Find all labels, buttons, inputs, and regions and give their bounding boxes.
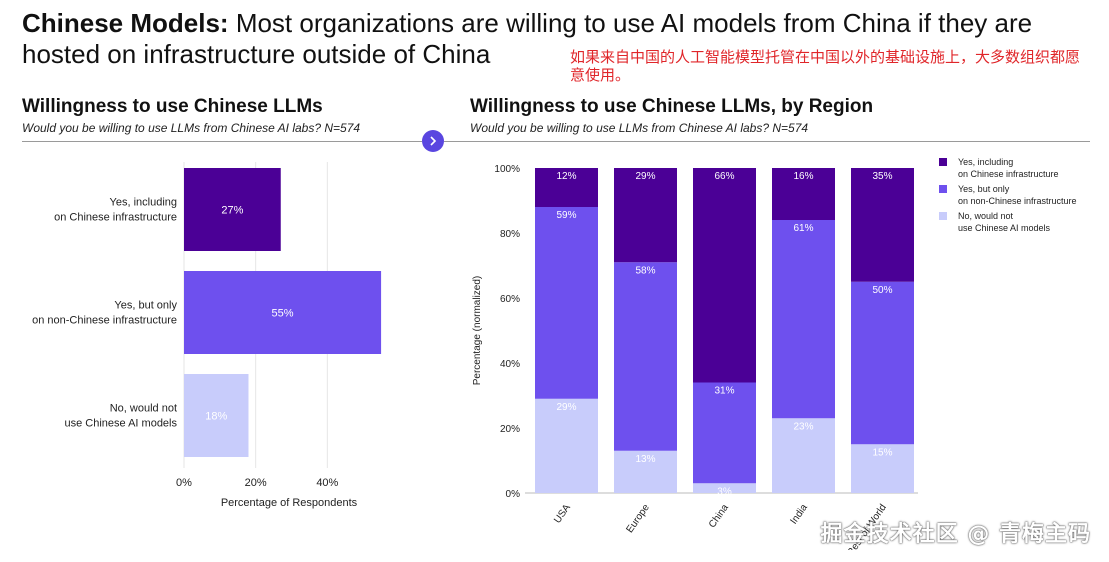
bar bbox=[184, 271, 382, 354]
left-bar-chart: 0% 20% 40% 27% Yes, including on Chinese infr… bbox=[32, 162, 382, 509]
legend-label: use Chinese AI models bbox=[958, 223, 1051, 233]
segment-value-label: 31% bbox=[714, 386, 734, 397]
stacked-bar-segment bbox=[535, 207, 598, 399]
segment-value-label: 50% bbox=[872, 285, 892, 296]
segment-value-label: 29% bbox=[635, 171, 655, 182]
stacked-bar-segment bbox=[693, 483, 756, 493]
category-label: on Chinese infrastructure bbox=[54, 212, 177, 224]
segment-value-label: 58% bbox=[635, 265, 655, 276]
stacked-bar-segment bbox=[772, 418, 835, 493]
category-label: China bbox=[707, 502, 731, 530]
segment-value-label: 29% bbox=[556, 402, 576, 413]
left-chart-subtitle: Would you be willing to use LLMs from Ch… bbox=[22, 121, 361, 135]
bar bbox=[184, 168, 281, 251]
segment-value-label: 35% bbox=[872, 171, 892, 182]
stacked-bar-segment bbox=[614, 262, 677, 451]
legend-label: Yes, but only bbox=[958, 184, 1010, 194]
stacked-bar-segment bbox=[772, 168, 835, 220]
segment-value-label: 16% bbox=[793, 171, 813, 182]
stacked-bar-segment bbox=[614, 168, 677, 263]
y-tick-label: 60% bbox=[500, 294, 520, 305]
stacked-bar-segment bbox=[535, 398, 598, 493]
segment-value-label: 66% bbox=[714, 171, 734, 182]
category-label: Europe bbox=[624, 502, 652, 535]
y-tick-label: 0% bbox=[506, 489, 521, 500]
y-tick-label: 40% bbox=[500, 359, 520, 370]
segment-value-label: 15% bbox=[872, 447, 892, 458]
stacked-bar-segment bbox=[772, 220, 835, 419]
right-chart-subtitle: Would you be willing to use LLMs from Ch… bbox=[470, 121, 809, 135]
stacked-bar-segment bbox=[693, 168, 756, 383]
legend-swatch bbox=[939, 212, 947, 220]
x-tick-label: 0% bbox=[176, 477, 192, 489]
stacked-bar-segment bbox=[851, 281, 914, 445]
segment-value-label: 59% bbox=[556, 210, 576, 221]
legend-swatch bbox=[939, 158, 947, 166]
stacked-bar-segment bbox=[614, 450, 677, 493]
category-label: on non-Chinese infrastructure bbox=[32, 315, 177, 327]
chevron-right-glyph bbox=[430, 136, 437, 146]
bar-value-label: 27% bbox=[221, 205, 243, 217]
category-label: use Chinese AI models bbox=[64, 418, 177, 430]
category-label: No, would not bbox=[110, 403, 177, 415]
category-label: USA bbox=[552, 502, 573, 525]
category-label: Yes, including bbox=[110, 197, 177, 209]
x-tick-label: 20% bbox=[245, 477, 267, 489]
legend-label: on Chinese infrastructure bbox=[958, 169, 1059, 179]
y-axis-label: Percentage (normalized) bbox=[472, 276, 483, 386]
watermark: 掘金技术社区 @ 青梅主码 bbox=[820, 522, 1091, 547]
segment-value-label: 23% bbox=[793, 421, 813, 432]
x-tick-label: 40% bbox=[316, 477, 338, 489]
segment-value-label: 12% bbox=[556, 171, 576, 182]
right-chart-title: Willingness to use Chinese LLMs, by Regi… bbox=[470, 96, 874, 117]
legend-label: on non-Chinese infrastructure bbox=[958, 196, 1077, 206]
left-divider bbox=[22, 141, 422, 142]
bar-value-label: 55% bbox=[272, 308, 294, 320]
stacked-bar-segment bbox=[851, 444, 914, 493]
right-stacked-chart: 0% 20% 40% 60% 80% 100% Percentage (normalized… bbox=[472, 157, 1077, 550]
stacked-bar-segment bbox=[693, 382, 756, 484]
x-axis-label: Percentage of Respondents bbox=[221, 497, 358, 509]
legend-label: Yes, including bbox=[958, 157, 1013, 167]
y-tick-label: 20% bbox=[500, 424, 520, 435]
page-headline: Chinese Models: Most organizations are w… bbox=[22, 8, 1092, 70]
headline-bold: Chinese Models: bbox=[22, 8, 229, 38]
stacked-bar-segment bbox=[851, 168, 914, 282]
segment-value-label: 13% bbox=[635, 454, 655, 465]
segment-value-label: 61% bbox=[793, 223, 813, 234]
category-label: Yes, but only bbox=[114, 300, 177, 312]
stacked-bar-segment bbox=[535, 168, 598, 207]
category-label: India bbox=[789, 502, 811, 526]
y-tick-label: 80% bbox=[500, 229, 520, 240]
left-chart-title: Willingness to use Chinese LLMs bbox=[22, 96, 323, 117]
bar bbox=[184, 374, 249, 457]
legend-swatch bbox=[939, 185, 947, 193]
y-tick-label: 100% bbox=[494, 164, 520, 175]
legend-label: No, would not bbox=[958, 211, 1014, 221]
chinese-annotation: 如果来自中国的人工智能模型托管在中国以外的基础设施上，大多数组织都愿意使用。 bbox=[570, 48, 1081, 84]
bar-value-label: 18% bbox=[205, 411, 227, 423]
segment-value-label: 3% bbox=[717, 486, 732, 497]
right-divider bbox=[444, 141, 1090, 142]
headline-text: Most organizations are willing to use AI… bbox=[22, 8, 1033, 69]
chevron-right-icon[interactable] bbox=[422, 130, 444, 152]
